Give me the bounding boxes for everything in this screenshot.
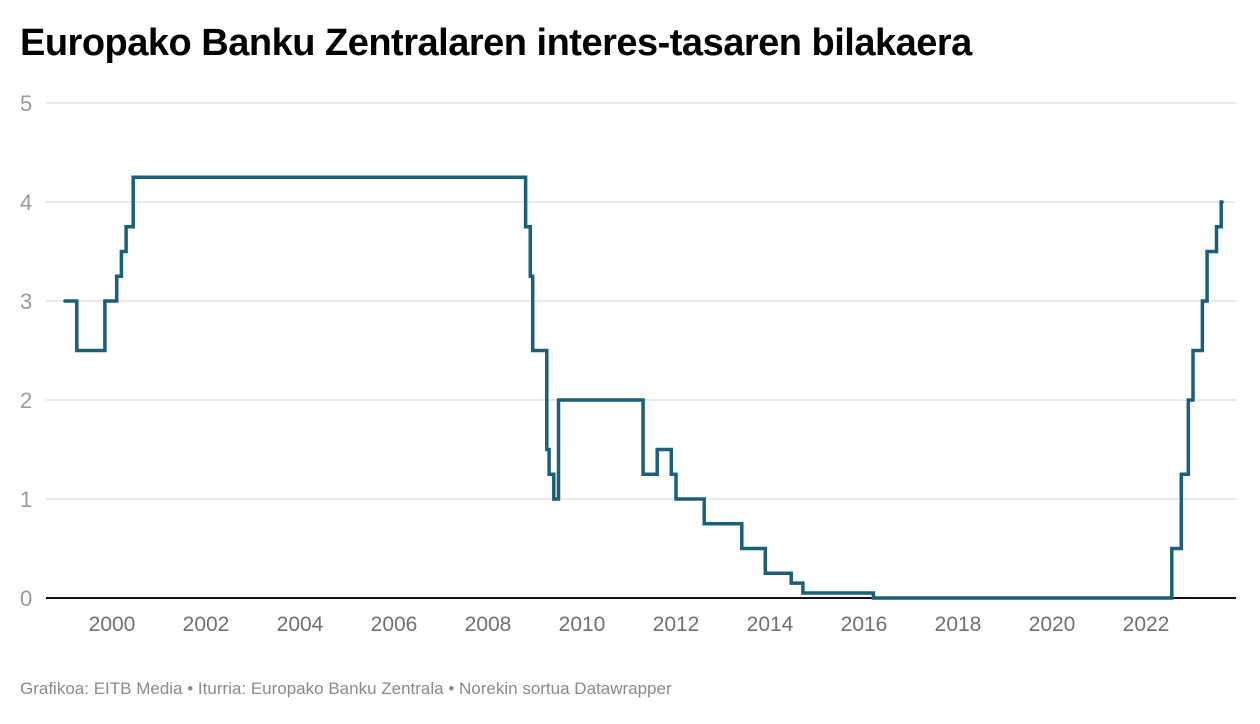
footer-tool-link[interactable]: Norekin sortua Datawrapper <box>459 679 672 698</box>
chart-footer: Grafikoa: EITB Media • Iturria: Europako… <box>20 679 672 699</box>
x-tick-label: 2016 <box>841 613 888 636</box>
x-tick-label: 2004 <box>277 613 324 636</box>
y-axis-labels: 0 1 2 3 4 5 <box>20 91 32 611</box>
x-tick-label: 2008 <box>465 613 512 636</box>
y-tick-label: 3 <box>20 289 32 314</box>
x-tick-label: 2022 <box>1123 613 1170 636</box>
x-tick-label: 2006 <box>371 613 418 636</box>
gridlines <box>46 102 1236 500</box>
footer-separator: • <box>182 679 198 698</box>
chart-title: Europako Banku Zentralaren interes-tasar… <box>20 22 972 64</box>
y-tick-label: 5 <box>20 91 32 116</box>
x-tick-label: 2000 <box>89 613 136 636</box>
x-tick-label: 2002 <box>183 613 230 636</box>
x-tick-label: 2012 <box>653 613 700 636</box>
interest-rate-line <box>63 175 1224 600</box>
footer-credit: Grafikoa: EITB Media <box>20 679 183 698</box>
x-axis-labels: 2000 2002 2004 2006 2008 2010 2012 2014 2016 2018… <box>89 613 1170 636</box>
x-tick-label: 2020 <box>1029 613 1076 636</box>
footer-separator: • <box>443 679 460 698</box>
y-tick-label: 4 <box>20 190 32 215</box>
y-tick-label: 1 <box>20 487 32 512</box>
x-tick-label: 2014 <box>747 613 794 636</box>
footer-source: Iturria: Europako Banku Zentrala <box>197 679 444 698</box>
y-tick-label: 2 <box>20 388 32 413</box>
x-tick-label: 2010 <box>559 613 606 636</box>
x-tick-label: 2018 <box>935 613 982 636</box>
y-tick-label: 0 <box>20 586 32 611</box>
